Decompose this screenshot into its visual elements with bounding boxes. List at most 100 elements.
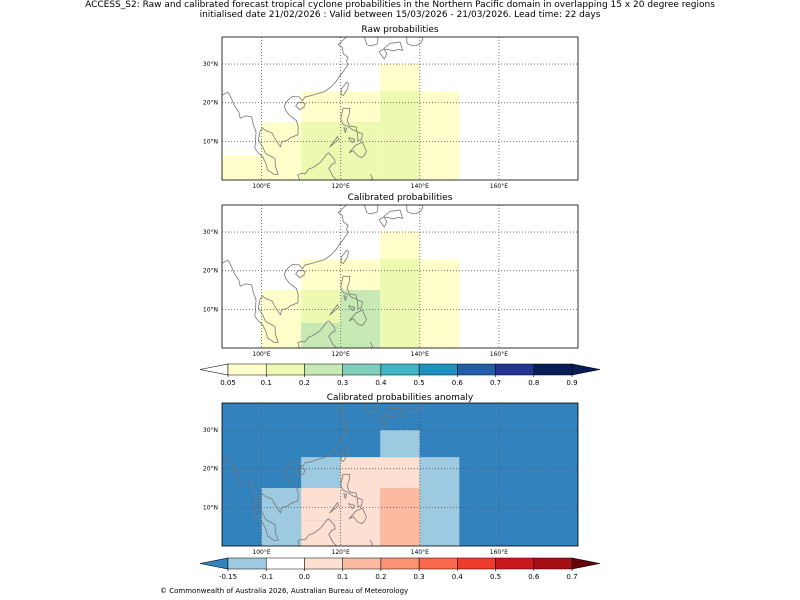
latitude-tick-label: 30°N [203, 229, 218, 236]
coastline [328, 518, 337, 547]
probability-cell [380, 64, 420, 92]
colorbar-tick-label: 0.1 [337, 573, 348, 581]
longitude-tick-label: 120°E [332, 549, 350, 556]
coastline [348, 309, 367, 327]
figure-title-line2: initialised date 21/02/2026 : Valid betw… [199, 10, 601, 20]
probability-cell [380, 430, 420, 458]
map-frame [221, 402, 579, 547]
panel-title: Calibrated probabilities [348, 193, 453, 203]
coastline [329, 303, 340, 316]
coastline [364, 402, 379, 413]
probability-cell [419, 91, 460, 180]
colorbar-over-extension [571, 363, 601, 376]
colorbar-segment [533, 557, 573, 570]
colorbar-tick-label: -0.15 [219, 573, 237, 581]
probability-cell [301, 520, 341, 546]
colorbar-segment [380, 363, 420, 376]
coastline [369, 540, 373, 547]
colorbar-tick-label: 0.1 [261, 379, 272, 387]
coastline [297, 320, 330, 349]
panel-title: Raw probabilities [361, 25, 439, 35]
probability-cell [261, 290, 302, 348]
colorbar-tick-label: 0.7 [566, 573, 577, 581]
figure-title-line1: ACCESS_S2: Raw and calibrated forecast t… [85, 0, 715, 10]
colorbar-tick-label: 0.4 [375, 379, 387, 387]
coastline [348, 507, 367, 525]
map-panel-1 [221, 36, 579, 181]
coastline [378, 407, 404, 426]
coastline [221, 36, 349, 176]
coastline [369, 342, 373, 349]
latitude-tick-label: 10°N [203, 306, 218, 313]
latitude-tick-label: 20°N [203, 100, 218, 107]
coastline [378, 209, 404, 228]
coastline [328, 320, 337, 349]
colorbar-segment [533, 363, 573, 376]
longitude-tick-label: 120°E [332, 183, 350, 190]
latitude-tick-label: 10°N [203, 504, 218, 511]
panel-title: Calibrated probabilities anomaly [327, 393, 474, 403]
longitude-tick-label: 120°E [332, 351, 350, 358]
colorbar-tick-label: 0.4 [452, 573, 464, 581]
probability-cell [419, 457, 460, 546]
longitude-tick-label: 100°E [252, 351, 270, 358]
colorbar-probability [199, 363, 601, 377]
colorbar-anomaly [199, 557, 601, 571]
coastline [356, 131, 363, 142]
colorbar-segment [418, 557, 458, 570]
colorbar-tick-label: 0.0 [299, 573, 310, 581]
coastline [364, 36, 379, 47]
coastline [406, 36, 423, 47]
colorbar-tick-label: 0.3 [414, 573, 425, 581]
coastline [329, 501, 340, 514]
probability-cell [380, 259, 420, 348]
colorbar-under-extension [199, 363, 229, 376]
map-panel-2 [221, 204, 579, 349]
probability-cell [222, 154, 302, 180]
colorbar-tick-label: 0.5 [414, 379, 425, 387]
coastline [343, 295, 348, 301]
coastline [221, 204, 349, 344]
longitude-tick-label: 160°E [490, 183, 508, 190]
colorbar-segment [342, 557, 382, 570]
probability-cell [301, 322, 341, 348]
coastline [343, 493, 348, 499]
coastline [348, 137, 356, 144]
map-frame [221, 204, 579, 349]
probability-cell [340, 122, 381, 180]
colorbar-segment [495, 363, 535, 376]
coastline [369, 174, 373, 181]
coastline [297, 518, 330, 547]
probability-cell [261, 488, 302, 546]
latitude-tick-label: 30°N [203, 427, 218, 434]
colorbar-tick-label: 0.6 [528, 573, 540, 581]
colorbar-tick-label: 0.6 [452, 379, 464, 387]
coastline [297, 152, 330, 181]
coastline [406, 204, 423, 215]
latitude-tick-label: 20°N [203, 466, 218, 473]
colorbar-tick-label: 0.2 [299, 379, 310, 387]
latitude-tick-label: 20°N [203, 268, 218, 275]
probability-cell [301, 122, 341, 155]
colorbar-segment [304, 363, 343, 376]
colorbar-segment [457, 363, 496, 376]
probability-cell [301, 154, 341, 180]
coastline [406, 402, 423, 413]
coastline [340, 447, 350, 462]
colorbar-segment [495, 557, 535, 570]
colorbar-over-extension [571, 557, 601, 570]
coastline [340, 249, 350, 264]
colorbar-segment [457, 557, 496, 570]
latitude-tick-label: 10°N [203, 138, 218, 145]
colorbar-segment [380, 557, 420, 570]
longitude-tick-label: 100°E [252, 183, 270, 190]
colorbar-tick-label: 0.9 [566, 379, 577, 387]
colorbar-tick-label: 0.2 [375, 573, 386, 581]
probability-cell [301, 290, 341, 323]
probability-cell [419, 259, 460, 348]
colorbar-segment [227, 363, 267, 376]
colorbar-segment [418, 363, 458, 376]
latitude-tick-label: 30°N [203, 61, 218, 68]
colorbar-tick-label: 0.7 [490, 379, 501, 387]
probability-cell [380, 488, 420, 546]
